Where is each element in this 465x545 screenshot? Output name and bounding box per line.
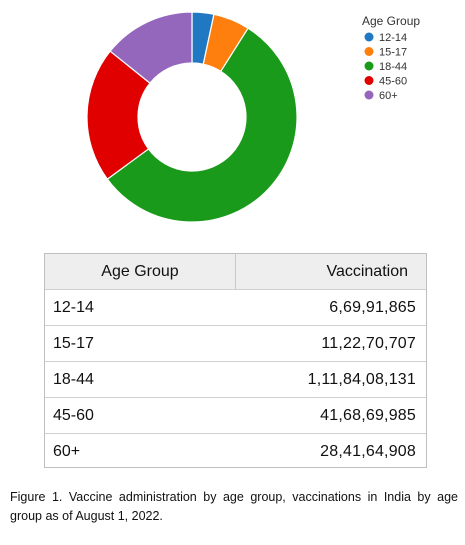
- legend-marker-12-14: [364, 32, 374, 42]
- row-vaccination: 1,11,84,08,131: [235, 361, 426, 398]
- donut-chart: Age Group 12-14 15-17 18-44 45-60 60+: [86, 11, 420, 223]
- row-age-group: 18-44: [45, 361, 236, 398]
- legend-label-60+: 60+: [379, 90, 398, 102]
- row-vaccination: 28,41,64,908: [320, 442, 416, 460]
- chart-legend: Age Group 12-14 15-17 18-44 45-60 60+: [362, 14, 420, 102]
- header-vaccination: Vaccination: [235, 254, 426, 290]
- table-header-row: Age Group Vaccination: [45, 254, 426, 290]
- row-vaccination: 41,68,69,985: [235, 397, 426, 434]
- legend-label-15-17: 15-17: [379, 47, 407, 59]
- row-age-group: 12-14: [45, 289, 236, 326]
- donut-slice-45-60: [86, 50, 151, 180]
- donut-slices: [86, 11, 298, 223]
- legend-marker-18-44: [364, 61, 374, 71]
- legend-label-12-14: 12-14: [379, 32, 407, 44]
- row-vaccination: 6,69,91,865: [235, 289, 426, 326]
- row-age-group: 45-60: [45, 397, 236, 434]
- row-age-group: 60+: [53, 442, 81, 460]
- caption-text: Vaccine administration by age group, vac…: [10, 490, 458, 523]
- figure-caption: Figure 1. Vaccine administration by age …: [10, 488, 458, 526]
- legend-title: Age Group: [362, 14, 420, 28]
- row-age-group: 15-17: [45, 325, 236, 362]
- donut-slice-18-44: [106, 27, 298, 223]
- table-row: 18-44 1,11,84,08,131: [45, 361, 426, 398]
- table-row: 12-14 6,69,91,865: [45, 289, 426, 326]
- table-row: 45-60 41,68,69,985: [45, 397, 426, 434]
- legend-marker-15-17: [364, 47, 374, 56]
- header-age-group: Age Group: [45, 254, 236, 290]
- legend-marker-45-60: [364, 76, 374, 85]
- legend-marker-60+: [364, 90, 374, 100]
- table-row: 60+ 28,41,64,908: [45, 434, 426, 470]
- donut-slice-60+: [109, 11, 193, 84]
- legend-label-45-60: 45-60: [379, 76, 407, 88]
- legend-label-18-44: 18-44: [379, 61, 407, 73]
- table-row: 15-17 11,22,70,707: [45, 325, 426, 362]
- vaccination-table: Age Group Vaccination 12-14 6,69,91,865 …: [44, 253, 427, 468]
- figure-label: Figure 1.: [10, 490, 63, 504]
- row-vaccination: 11,22,70,707: [235, 325, 426, 362]
